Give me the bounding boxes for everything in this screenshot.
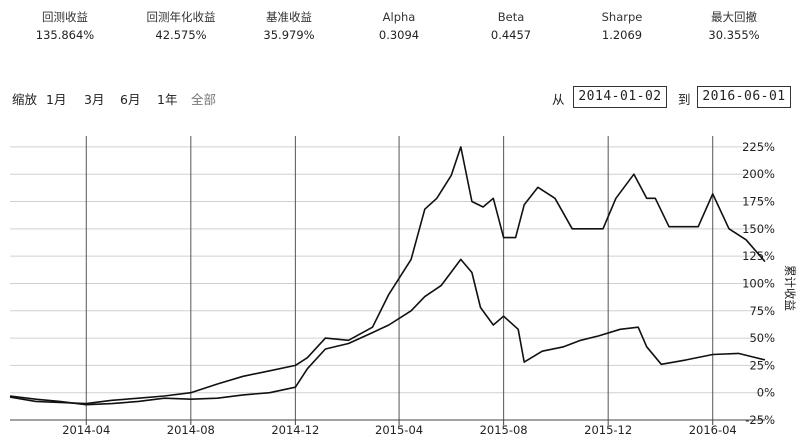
stat-total-return: 回测收益 135.864%: [10, 8, 120, 44]
stat-annual-return: 回测年化收益 42.575%: [126, 8, 236, 44]
stat-beta: Beta 0.4457: [456, 8, 566, 44]
zoom-label: 缩放: [12, 92, 38, 107]
x-tick-label: 2014-04: [62, 423, 110, 437]
y-tick-label: 125%: [742, 249, 775, 263]
x-tick-label: 2015-12: [584, 423, 632, 437]
y-tick-label: -25%: [745, 413, 775, 427]
x-tick-label: 2015-08: [480, 423, 528, 437]
series: [9, 146, 766, 406]
y-tick-label: 100%: [742, 276, 775, 290]
stat-value: 42.575%: [155, 28, 207, 42]
x-tick-label: 2014-12: [271, 423, 319, 437]
stat-value: 0.4457: [490, 28, 532, 42]
x-axis: 2014-04 2014-08 2014-12 2015-04 2015-08 2015-…: [10, 419, 765, 437]
stat-benchmark-return: 基准收益 35.979%: [234, 8, 344, 44]
range-toolbar: 缩放 1月 3月 6月 1年 全部 从 2014-01-02 到 2016-06…: [0, 86, 802, 110]
y-tick-label: 75%: [749, 304, 775, 318]
y-tick-label: 150%: [742, 222, 775, 236]
returns-chart: 2014-04 2014-08 2014-12 2015-04 2015-08 2015-…: [9, 136, 797, 437]
x-tick-label: 2014-08: [167, 423, 215, 437]
zoom-3m-button[interactable]: 3月: [84, 92, 105, 107]
to-date-input[interactable]: 2016-06-01: [697, 86, 791, 108]
stat-label: Alpha: [382, 10, 416, 24]
y-tick-label: 25%: [749, 358, 775, 372]
x-tick-label: 2015-04: [375, 423, 423, 437]
to-label: 到: [678, 92, 691, 107]
x-tick-label: 2016-04: [689, 423, 737, 437]
stat-max-drawdown: 最大回撤 30.355%: [679, 8, 789, 44]
stat-value: 35.979%: [263, 28, 315, 42]
stats-bar: 回测收益 135.864% 回测年化收益 42.575% 基准收益 35.979…: [0, 8, 802, 48]
y-tick-label: 50%: [749, 331, 775, 345]
benchmark-line: [9, 258, 766, 406]
from-label: 从: [552, 92, 565, 107]
y-tick-label: 225%: [742, 140, 775, 154]
stat-label: 基准收益: [266, 10, 312, 24]
y-tick-label: 175%: [742, 195, 775, 209]
y-tick-label: 200%: [742, 167, 775, 181]
stat-label: Beta: [497, 10, 525, 24]
stat-value: 135.864%: [35, 28, 95, 42]
strategy-line: [9, 146, 766, 405]
grid: [10, 136, 765, 421]
stat-sharpe: Sharpe 1.2069: [567, 8, 677, 44]
stat-value: 30.355%: [708, 28, 760, 42]
stat-alpha: Alpha 0.3094: [344, 8, 454, 44]
zoom-6m-button[interactable]: 6月: [120, 92, 141, 107]
stat-value: 1.2069: [601, 28, 643, 42]
zoom-all-button[interactable]: 全部: [191, 92, 217, 107]
y-axis: -25% 0% 25% 50% 75% 100% 125% 150% 175% 200% 225%: [742, 140, 775, 427]
y-tick-label: 0%: [757, 386, 775, 400]
zoom-1y-button[interactable]: 1年: [157, 92, 178, 107]
stat-value: 0.3094: [378, 28, 420, 42]
stat-label: 最大回撤: [711, 10, 757, 24]
stat-label: 回测收益: [42, 10, 88, 24]
stat-label: Sharpe: [601, 10, 643, 24]
y-axis-label: 累计收益: [783, 265, 797, 311]
from-date-input[interactable]: 2014-01-02: [573, 86, 667, 108]
zoom-1m-button[interactable]: 1月: [46, 92, 67, 107]
stat-label: 回测年化收益: [146, 10, 216, 24]
